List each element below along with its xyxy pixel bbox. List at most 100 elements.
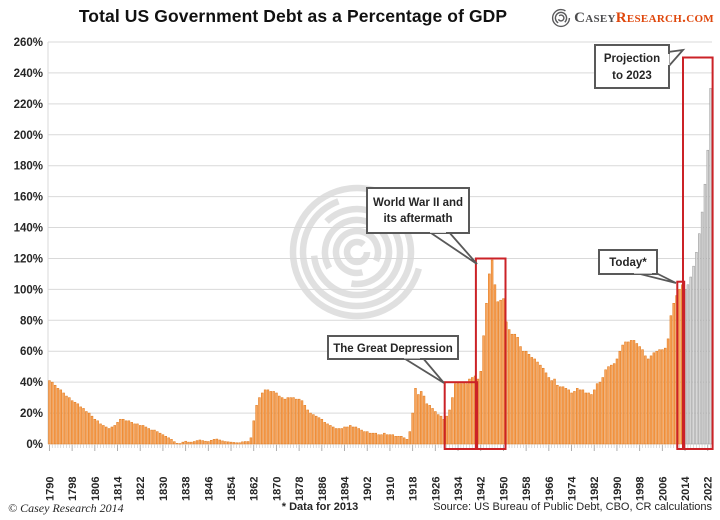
x-tick-label-1982: 1982: [589, 477, 601, 501]
bar-2009: [669, 315, 673, 445]
bar-1899: [357, 428, 360, 445]
bar-1876: [292, 397, 295, 445]
bar-1843: [198, 439, 202, 445]
x-tick-label-1798: 1798: [67, 477, 79, 501]
bar-1921: [419, 391, 423, 445]
bar-1902: [366, 431, 369, 445]
bar-1964: [541, 367, 545, 445]
bar-2003: [652, 352, 656, 445]
bar-1807: [96, 420, 99, 445]
bar-1849: [215, 438, 219, 445]
bar-1997: [635, 343, 639, 445]
bar-1965: [544, 372, 548, 445]
x-tick-label-1990: 1990: [612, 477, 624, 501]
y-tick-label: 0%: [26, 439, 43, 451]
bar-1863: [255, 405, 258, 445]
bar-1878: [297, 398, 301, 445]
bar-1931: [448, 409, 451, 445]
bar-1873: [283, 398, 287, 445]
bar-1871: [278, 395, 281, 445]
x-tick-label-2014: 2014: [680, 476, 692, 501]
bar-1817: [124, 420, 128, 445]
bar-1898: [354, 426, 358, 445]
bar-1957: [522, 350, 525, 445]
bar-1909: [385, 434, 389, 445]
bar-1937: [465, 383, 468, 445]
bar-1990: [615, 358, 619, 445]
bar-1960: [530, 357, 534, 445]
bar-1979: [584, 392, 587, 445]
x-tick-label-1862: 1862: [249, 477, 261, 501]
bar-2022: [706, 149, 709, 445]
bar-1984: [598, 381, 602, 445]
bar-1935: [459, 383, 463, 445]
bar-1855: [232, 442, 236, 445]
bar-2002: [649, 355, 653, 445]
bar-1980: [587, 392, 590, 445]
x-tick-label-2006: 2006: [657, 477, 669, 501]
bar-1998: [638, 346, 641, 445]
bar-1866: [263, 389, 267, 445]
x-tick-label-1918: 1918: [408, 477, 420, 501]
bar-1956: [519, 346, 522, 445]
bar-1795: [62, 392, 65, 445]
bar-1908: [383, 432, 386, 445]
bar-1842: [195, 440, 199, 445]
bar-1833: [170, 439, 173, 445]
x-tick-label-1966: 1966: [544, 477, 556, 501]
bar-1885: [317, 417, 321, 445]
bar-1841: [192, 441, 196, 445]
bar-1821: [136, 423, 139, 445]
bar-1912: [394, 435, 397, 445]
bar-1880: [303, 405, 307, 445]
bar-1966: [547, 377, 551, 445]
bar-1936: [462, 381, 465, 445]
bar-1981: [590, 394, 593, 445]
bar-2008: [666, 338, 670, 445]
callout-great-depression: The Great Depression: [327, 335, 459, 384]
bar-1875: [289, 397, 292, 445]
highlight-boxes: [443, 56, 714, 451]
bar-1991: [618, 350, 622, 445]
bar-1838: [184, 440, 187, 445]
bar-1890: [331, 426, 335, 445]
bar-1799: [73, 401, 77, 445]
bar-1811: [107, 428, 111, 445]
highlight-box-world-war-ii-and-its-aftermath: [474, 257, 507, 450]
bar-1944: [485, 303, 488, 445]
bar-2004: [655, 350, 658, 445]
bar-1987: [607, 366, 610, 445]
bar-1923: [425, 403, 429, 445]
copyright-text: © Casey Research 2014: [8, 501, 124, 515]
x-tick-label-1886: 1886: [317, 477, 329, 501]
bar-2020: [700, 211, 704, 445]
bar-1959: [527, 354, 531, 445]
bar-1988: [610, 364, 613, 445]
bar-1834: [173, 441, 176, 445]
callout-wwii: World War II and its aftermath: [366, 187, 478, 265]
bar-1911: [391, 434, 395, 445]
bar-1860: [246, 441, 250, 445]
bar-1946: [490, 259, 494, 445]
bar-1877: [295, 398, 298, 445]
chart-title: Total US Government Debt as a Percentage…: [78, 6, 508, 26]
bar-1829: [158, 432, 162, 445]
x-tick-label-1926: 1926: [430, 477, 442, 501]
bar-1970: [558, 386, 562, 445]
bar-1856: [235, 442, 238, 445]
x-tick-label-1950: 1950: [498, 477, 510, 501]
bar-1962: [536, 361, 539, 445]
bar-1823: [141, 425, 145, 445]
bar-1852: [224, 441, 227, 445]
bar-1806: [93, 418, 97, 445]
bar-1801: [79, 406, 82, 445]
bar-1918: [411, 412, 414, 445]
bar-1930: [445, 415, 448, 445]
bar-1901: [363, 431, 366, 445]
bar-1887: [323, 422, 326, 445]
x-tick-label-1942: 1942: [476, 477, 488, 501]
bar-1943: [482, 335, 485, 445]
bar-1803: [85, 411, 88, 445]
spiral-logo-icon: [551, 8, 571, 28]
